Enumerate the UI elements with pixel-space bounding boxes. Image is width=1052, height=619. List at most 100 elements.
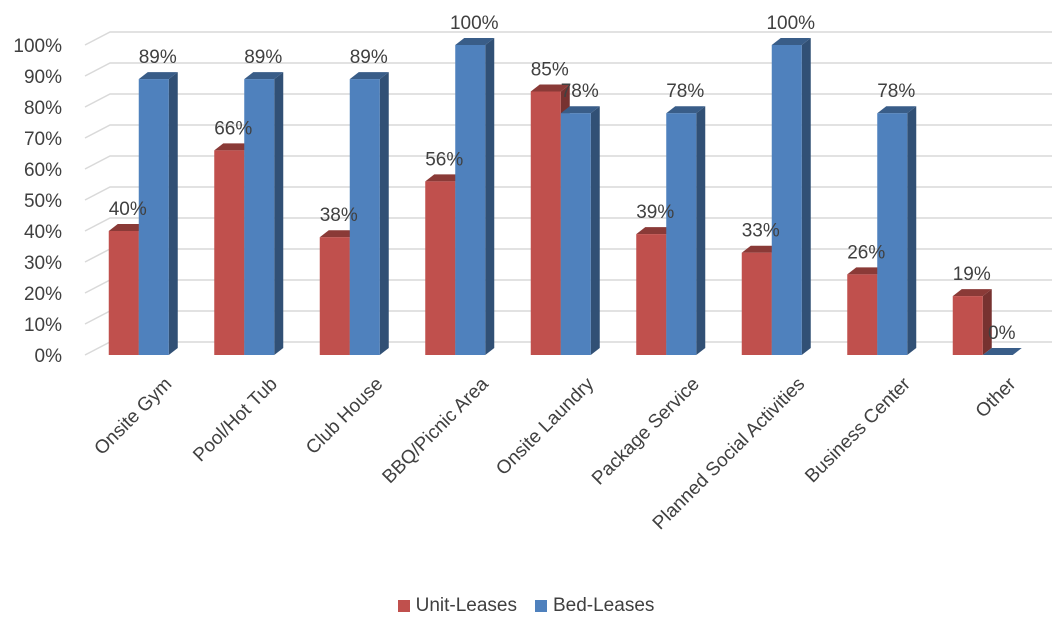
gridline	[84, 186, 1052, 201]
bar-side	[982, 289, 992, 355]
bar-front	[425, 181, 456, 355]
bar-bed-leases	[560, 106, 600, 355]
bar-top	[455, 38, 495, 45]
x-axis: Onsite Gym Pool/Hot Tub Club HouseBBQ/Picn…	[91, 373, 1021, 534]
x-tick-label: Club House	[302, 374, 387, 459]
y-tick-label: 90%	[24, 67, 62, 88]
bar-top	[771, 38, 811, 45]
gridline	[84, 217, 1052, 232]
y-tick-label: 80%	[24, 98, 62, 119]
gridlines	[84, 31, 1052, 356]
gridline	[84, 124, 1052, 139]
bar-bed-leases	[666, 106, 706, 355]
y-tick-label: 40%	[24, 222, 62, 243]
data-label: 38%	[320, 205, 358, 226]
bar-top	[741, 245, 781, 253]
bar-top	[138, 72, 178, 80]
bar-front	[560, 113, 591, 355]
gridline	[84, 62, 1052, 77]
bar-top	[319, 230, 359, 238]
data-label: 85%	[531, 60, 569, 81]
y-tick-label: 10%	[24, 315, 62, 336]
legend-swatch-unit-leases	[397, 600, 410, 612]
bars	[108, 38, 1022, 355]
x-tick-label: Onsite Gym	[91, 374, 177, 460]
bar-front	[666, 113, 697, 355]
bar-side	[590, 106, 600, 355]
x-tick-label: Package Service	[588, 374, 704, 490]
legend-label-bed-leases: Bed-Leases	[552, 595, 655, 616]
legend-item-unit-leases: Unit-Leases	[397, 595, 517, 617]
data-label: 33%	[742, 221, 780, 242]
y-tick-label: 100%	[13, 36, 62, 57]
data-label: 78%	[666, 81, 704, 102]
data-label: 78%	[561, 81, 599, 102]
legend-swatch-bed-leases	[534, 600, 547, 612]
bar-bed-leases	[138, 72, 178, 355]
bar-top	[349, 72, 389, 80]
bar-side	[485, 38, 495, 355]
bar-top	[636, 227, 676, 235]
bar-bed-leases	[982, 348, 1022, 355]
bar-top	[952, 289, 992, 297]
x-tick-label: Pool/Hot Tub	[189, 374, 282, 467]
legend: Unit-Leases Bed-Leases	[0, 593, 1052, 619]
bar-front	[138, 79, 169, 355]
x-tick-label: Other	[972, 373, 1021, 422]
bar-bed-leases	[771, 38, 811, 355]
data-label: 89%	[139, 47, 177, 68]
bar-bed-leases	[349, 72, 389, 355]
gridline	[84, 155, 1052, 170]
bar-top	[425, 174, 465, 182]
data-label: 66%	[214, 118, 252, 139]
y-tick-label: 20%	[24, 284, 62, 305]
y-tick-label: 0%	[35, 346, 63, 367]
bar-bed-leases	[455, 38, 495, 355]
bar-bed-leases	[877, 106, 917, 355]
legend-item-bed-leases: Bed-Leases	[534, 595, 655, 617]
x-tick-label: Business Center	[801, 373, 915, 487]
bar-top	[560, 106, 600, 114]
bar-front	[771, 45, 802, 355]
data-label: 39%	[636, 202, 674, 223]
bar-front	[847, 274, 878, 355]
bar-front	[741, 252, 772, 355]
data-label: 100%	[766, 13, 815, 34]
bar-side	[379, 72, 389, 355]
data-label: 40%	[109, 199, 147, 220]
x-tick-label: BBQ/Picnic Area	[379, 373, 493, 487]
bar-top	[214, 143, 254, 151]
bar-side	[274, 72, 284, 355]
data-label: 89%	[244, 47, 282, 68]
gridline	[84, 93, 1052, 108]
data-label: 56%	[425, 149, 463, 170]
bar-top	[108, 224, 148, 231]
bar-front	[636, 234, 667, 355]
data-label: 26%	[847, 242, 885, 263]
y-tick-label: 60%	[24, 160, 62, 181]
bar-front	[877, 113, 908, 355]
bar-top	[877, 106, 917, 114]
y-axis: 0% 10% 20% 30% 40% 50% 60% 70% 80% 90% 100%	[13, 36, 62, 367]
bar-front	[108, 231, 139, 355]
data-labels: 40%89%66%89%38%89%56%100%85%78%39%78%33%…	[109, 13, 1016, 344]
bar-side	[696, 106, 706, 355]
bar-front	[530, 91, 561, 355]
data-label: 100%	[450, 13, 499, 34]
bar-front	[214, 150, 245, 355]
data-label: 0%	[988, 323, 1016, 344]
bar-top	[530, 84, 570, 92]
bar-front	[455, 45, 486, 355]
bar-front	[952, 296, 983, 355]
bar-unit-leases	[952, 289, 992, 355]
gridline	[84, 31, 1052, 46]
data-label: 19%	[953, 264, 991, 285]
y-tick-label: 70%	[24, 129, 62, 150]
bar-top	[847, 267, 887, 275]
bar-top	[244, 72, 284, 80]
x-tick-label: Onsite Laundry	[492, 373, 598, 479]
y-tick-label: 30%	[24, 253, 62, 274]
bar-side	[907, 106, 917, 355]
bar-front	[349, 79, 380, 355]
